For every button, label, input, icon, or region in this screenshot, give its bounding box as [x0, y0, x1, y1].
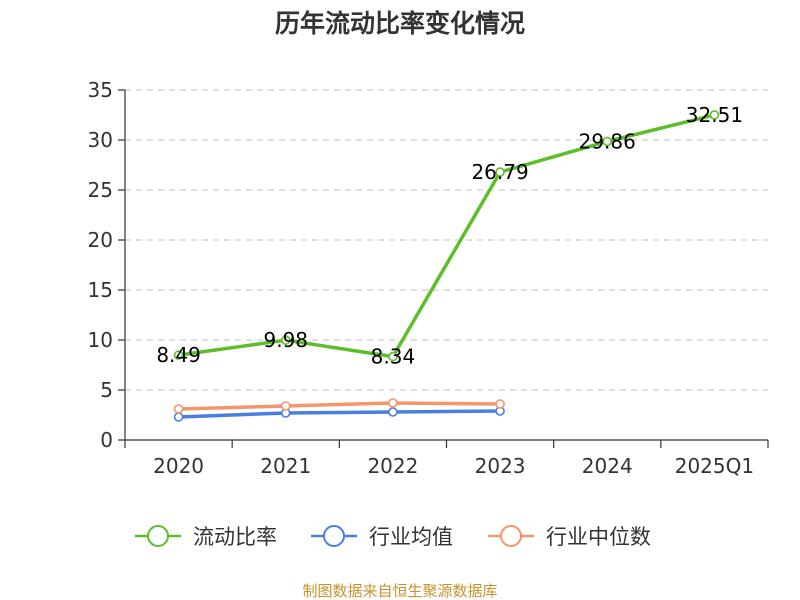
data-label-5: 32.51: [686, 103, 743, 127]
data-labels: 8.49 9.98 8.34 26.79 29.86 32.51: [156, 103, 743, 369]
series-group: [173, 110, 720, 422]
point-s2-3: [495, 399, 505, 409]
legend-marker-2: [500, 525, 522, 547]
y-tick-label-15: 15: [88, 278, 113, 302]
y-tick-label-30: 30: [88, 128, 113, 152]
x-tick-label-2020: 2020: [153, 454, 204, 478]
legend-label-0: 流动比率: [193, 525, 277, 549]
data-label-3: 26.79: [471, 160, 528, 184]
chart-title: 历年流动比率变化情况: [275, 9, 525, 38]
legend-item-0[interactable]: 流动比率: [135, 525, 277, 549]
y-tick-label-0: 0: [100, 428, 113, 452]
x-tick-label-2021: 2021: [260, 454, 311, 478]
point-s1-0: [173, 412, 184, 422]
x-tick-label-2025Q1: 2025Q1: [675, 454, 754, 478]
series-line-2: [178, 401, 501, 411]
legend-marker-0: [147, 525, 169, 547]
point-s0-0: [173, 350, 184, 360]
y-tick-label-10: 10: [88, 328, 113, 352]
y-tick-label-25: 25: [88, 178, 113, 202]
source-note: 制图数据来自恒生聚源数据库: [302, 582, 497, 600]
point-s2-2: [388, 398, 398, 408]
y-tick-label-35: 35: [88, 78, 113, 102]
data-label-0: 8.49: [156, 343, 201, 367]
x-tick-label-2022: 2022: [367, 454, 418, 478]
point-s2-1: [280, 401, 291, 411]
y-tick-label-5: 5: [100, 378, 113, 402]
x-tick-label-2024: 2024: [582, 454, 633, 478]
legend-label-2: 行业中位数: [546, 525, 651, 549]
series-line-1: [178, 409, 501, 419]
point-s0-4: [602, 136, 613, 147]
series-line-0: [178, 113, 715, 359]
point-s1-2: [388, 407, 398, 417]
data-label-4: 29.86: [579, 129, 636, 153]
legend-marker-1: [323, 525, 345, 547]
legend-item-2[interactable]: 行业中位数: [488, 525, 651, 549]
point-s0-1: [280, 335, 291, 346]
data-label-2: 8.34: [371, 345, 416, 369]
point-s0-5: [709, 110, 720, 120]
point-s2-0: [173, 404, 184, 414]
x-tick-label-2023: 2023: [475, 454, 526, 478]
grid: [125, 89, 768, 391]
point-s0-3: [495, 167, 505, 177]
legend-item-1[interactable]: 行业均值: [311, 525, 453, 549]
point-s0-2: [388, 351, 398, 362]
data-label-1: 9.98: [263, 328, 308, 352]
legend[interactable]: 流动比率 行业均值 行业中位数: [135, 525, 651, 549]
axes: 0 5 10 15 20 25 30 35 2020 2021 2022 2023 2024 2025Q1: [88, 78, 769, 478]
legend-label-1: 行业均值: [369, 525, 453, 549]
y-tick-label-20: 20: [88, 228, 113, 252]
